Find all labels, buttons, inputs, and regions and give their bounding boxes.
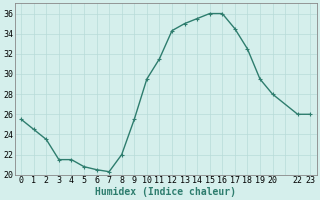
X-axis label: Humidex (Indice chaleur): Humidex (Indice chaleur) <box>95 186 236 197</box>
